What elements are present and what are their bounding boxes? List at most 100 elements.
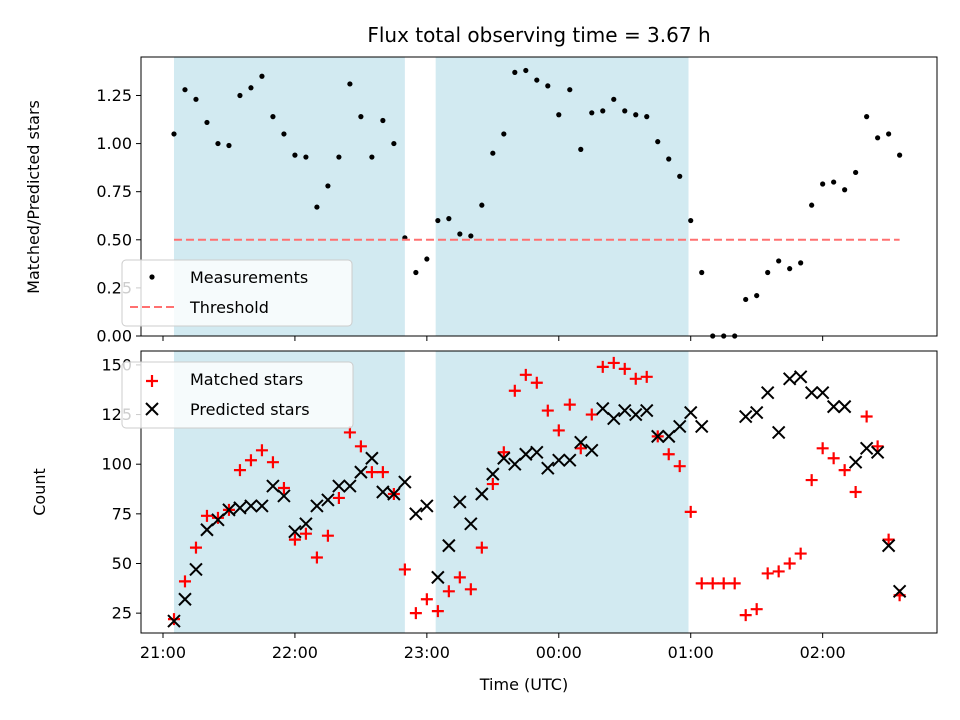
matched-stars-point <box>728 577 741 590</box>
matched-stars-point <box>442 585 455 598</box>
measurement-point <box>589 110 595 116</box>
measurement-point <box>677 173 683 179</box>
predicted-stars-point <box>870 445 885 459</box>
measurement-point <box>479 202 485 208</box>
measurement-point <box>259 73 265 79</box>
predicted-stars-point <box>299 517 313 531</box>
predicted-stars-point <box>442 538 456 553</box>
predicted-stars-point <box>233 501 247 515</box>
measurement-point <box>182 87 188 93</box>
predicted-stars-point <box>760 385 775 400</box>
measurement-point <box>215 140 221 147</box>
predicted-stars-point <box>673 419 687 434</box>
measurement-point <box>336 154 342 160</box>
y-tick-label: 1.00 <box>96 134 132 153</box>
predicted-stars-point <box>167 614 181 628</box>
matched-stars-point <box>233 464 246 477</box>
matched-stars-point <box>618 362 631 375</box>
matched-stars-point <box>607 356 620 369</box>
predicted-stars-point <box>892 584 907 599</box>
predicted-stars-point <box>793 370 808 384</box>
matched-stars-point <box>717 577 730 590</box>
measurement-point <box>523 67 529 74</box>
matched-stars-point <box>299 527 312 540</box>
predicted-stars-point <box>354 465 368 479</box>
measurement-point <box>424 256 430 262</box>
measurement-point <box>842 187 848 193</box>
measurement-point <box>171 131 177 137</box>
matched-stars-point <box>629 372 642 385</box>
matched-stars-point <box>310 551 323 564</box>
predicted-stars-point <box>837 399 852 414</box>
measurement-point <box>226 142 232 149</box>
predicted-stars-point <box>464 517 478 531</box>
matched-stars-point <box>783 557 796 570</box>
matched-stars-point <box>882 533 895 546</box>
predicted-stars-legend-label: Predicted stars <box>190 400 310 419</box>
predicted-stars-point <box>563 453 577 467</box>
predicted-stars-point <box>200 523 214 537</box>
matched-stars-point <box>761 567 774 580</box>
y-tick-label: 50 <box>112 554 132 573</box>
matched-stars-point <box>684 505 697 518</box>
predicted-stars-point <box>749 405 764 420</box>
predicted-stars-point <box>332 479 346 493</box>
measurement-point <box>633 112 639 118</box>
x-tick-label: 01:00 <box>668 643 714 662</box>
measurement-point <box>644 114 650 120</box>
measurement-point <box>853 169 859 176</box>
predicted-stars-point <box>266 479 280 493</box>
predicted-stars-point <box>310 499 324 513</box>
matched-stars-point <box>497 446 510 459</box>
predicted-stars-point <box>508 457 522 471</box>
matched-stars-point <box>244 454 257 467</box>
ratio-axes-frame <box>140 56 938 337</box>
measurement-point <box>787 266 793 272</box>
predicted-stars-point <box>848 455 863 469</box>
measurement-point <box>556 112 562 118</box>
predicted-stars-point <box>771 425 786 440</box>
matched-stars-point <box>794 547 807 560</box>
measurement-point <box>446 216 452 222</box>
predicted-stars-point <box>453 495 467 509</box>
predicted-stars-point <box>431 570 445 585</box>
measurement-point <box>490 150 496 156</box>
measurement-point <box>391 140 397 147</box>
predicted-stars-point <box>596 401 610 416</box>
predicted-stars-series <box>167 370 907 628</box>
matched-stars-point <box>332 491 345 504</box>
predicted-stars-point <box>365 451 379 465</box>
predicted-stars-point <box>651 429 665 444</box>
measurement-point <box>864 114 870 120</box>
x-tick-label: 22:00 <box>272 643 318 662</box>
predicted-stars-point <box>804 385 819 400</box>
threshold-legend-label: Threshold <box>189 298 269 317</box>
count-legend: Matched stars Predicted stars <box>121 361 354 429</box>
matched-stars-point <box>255 444 268 457</box>
matched-stars-point <box>420 593 433 606</box>
matched-stars-point <box>827 452 840 465</box>
measurement-point <box>413 269 419 276</box>
predicted-stars-point <box>738 409 753 424</box>
x-tick-label: 00:00 <box>536 643 582 662</box>
predicted-stars-point <box>782 372 797 386</box>
predicted-stars-point <box>881 538 896 553</box>
matched-stars-point <box>849 486 862 498</box>
matched-stars-point <box>695 577 708 590</box>
matched-stars-point <box>574 442 587 455</box>
measurement-point <box>248 85 254 91</box>
measurement-point <box>743 296 749 303</box>
y-tick-label: 100 <box>101 455 132 474</box>
predicted-stars-point <box>662 429 676 444</box>
measurement-point <box>468 233 474 239</box>
x-tick-label: 02:00 <box>800 643 846 662</box>
measurement-point <box>776 258 782 264</box>
matched-stars-point <box>596 360 609 373</box>
measurement-point <box>831 179 837 185</box>
predicted-stars-point <box>409 507 423 521</box>
measurement-point <box>809 202 815 208</box>
predicted-stars-point <box>420 499 434 513</box>
matched-stars-point <box>343 426 356 439</box>
measurement-point <box>765 269 771 276</box>
